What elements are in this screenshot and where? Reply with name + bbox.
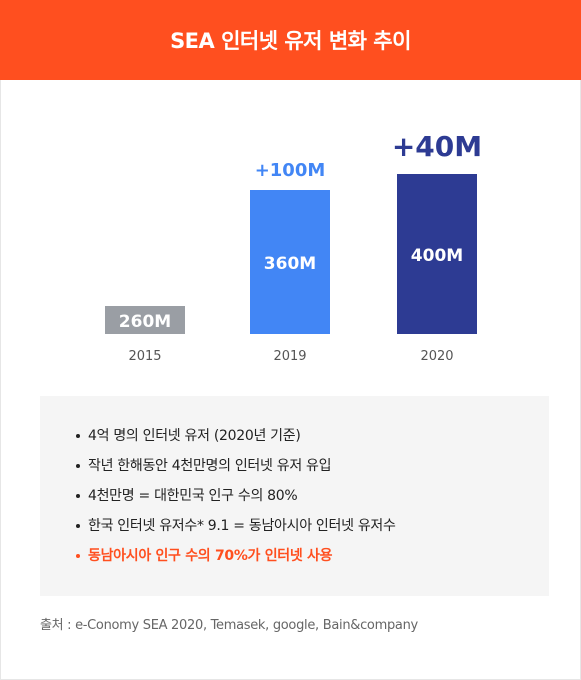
header-banner: SEA 인터넷 유저 변화 추이 — [0, 0, 581, 80]
note-item: 4천만명 = 대한민국 인구 수의 80% — [76, 481, 549, 511]
bar-chart: 260M 2015 360M 2019 +100M 400M 2020 +40M — [105, 130, 482, 364]
value-label: 360M — [264, 254, 316, 274]
increase-label: +100M — [255, 160, 326, 181]
value-label: 260M — [119, 312, 171, 332]
note-item: 4억 명의 인터넷 유저 (2020년 기준) — [76, 421, 549, 451]
bar-2015 — [105, 306, 185, 334]
value-label: 400M — [411, 246, 463, 266]
note-item: 한국 인터넷 유저수* 9.1 = 동남아시아 인터넷 유저수 — [76, 511, 549, 541]
x-tick-label: 2020 — [420, 349, 453, 364]
note-item: 작년 한해동안 4천만명의 인터넷 유저 유입 — [76, 451, 549, 481]
x-tick-label: 2019 — [273, 349, 306, 364]
x-tick-label: 2015 — [128, 349, 161, 364]
bar-2019 — [250, 190, 330, 334]
notes-box: 4억 명의 인터넷 유저 (2020년 기준) 작년 한해동안 4천만명의 인터… — [40, 396, 549, 596]
bar-2020 — [397, 174, 477, 334]
page-title: SEA 인터넷 유저 변화 추이 — [170, 29, 411, 53]
note-item-highlight: 동남아시아 인구 수의 70%가 인터넷 사용 — [76, 541, 549, 571]
increase-label: +40M — [392, 130, 482, 163]
source-citation: 출처 : e-Conomy SEA 2020, Temasek, google,… — [40, 618, 418, 633]
